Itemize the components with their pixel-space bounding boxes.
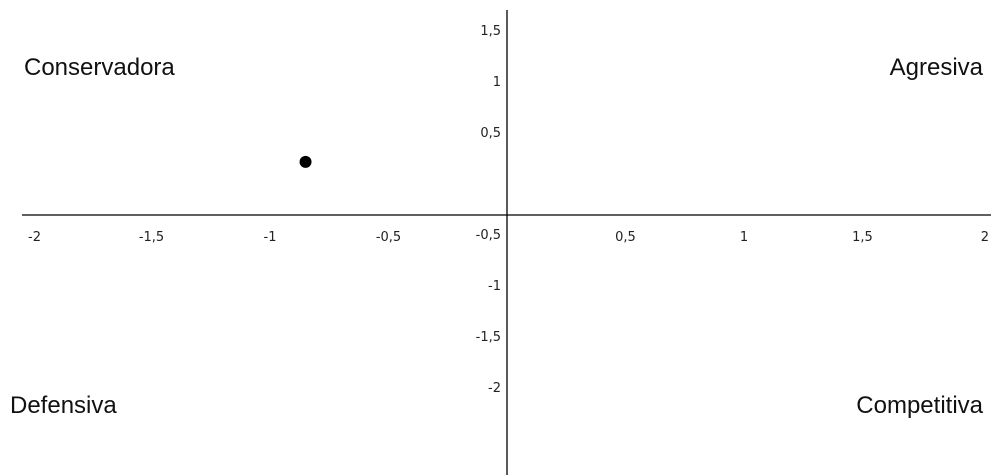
x-tick-labels: -2 -1,5 -1 -0,5 0,5 1 1,5 2: [28, 230, 989, 245]
quadrant-label-agresiva: Agresiva: [890, 54, 984, 81]
x-tick-label: 0,5: [615, 230, 636, 245]
y-tick-label: -1,5: [476, 330, 501, 345]
quadrant-label-conservadora: Conservadora: [24, 54, 175, 81]
x-tick-label: -0,5: [376, 230, 401, 245]
x-tick-label: -2: [28, 230, 41, 245]
x-tick-label: -1,5: [139, 230, 164, 245]
quadrant-labels: Conservadora Agresiva Defensiva Competit…: [10, 54, 984, 419]
data-point: [299, 155, 312, 168]
quadrant-label-defensiva: Defensiva: [10, 392, 117, 419]
x-tick-label: 1,5: [852, 230, 873, 245]
axes: [22, 10, 991, 475]
y-tick-label: 1,5: [480, 24, 501, 39]
data-points: [299, 155, 312, 168]
quadrant-label-competitiva: Competitiva: [856, 392, 983, 419]
y-tick-label: -1: [488, 279, 501, 294]
x-tick-label: 1: [740, 230, 748, 245]
y-tick-label: 1: [493, 75, 501, 90]
y-tick-label: 0,5: [480, 126, 501, 141]
x-tick-label: -1: [264, 230, 277, 245]
y-tick-label: -2: [488, 381, 501, 396]
x-tick-label: 2: [981, 230, 989, 245]
y-tick-label: -0,5: [476, 228, 501, 243]
y-tick-labels: 21,510,5-0,5-1-1,5-2: [476, 24, 501, 396]
